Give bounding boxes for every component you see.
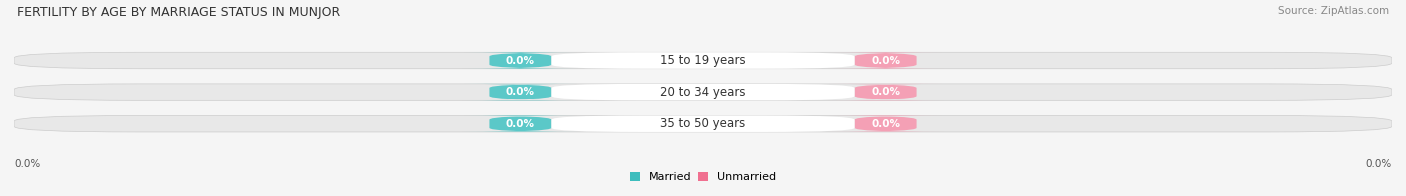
Text: 0.0%: 0.0% xyxy=(872,119,900,129)
Text: 0.0%: 0.0% xyxy=(506,55,534,65)
FancyBboxPatch shape xyxy=(551,115,855,132)
Text: 20 to 34 years: 20 to 34 years xyxy=(661,86,745,99)
Text: 0.0%: 0.0% xyxy=(872,87,900,97)
Legend: Married, Unmarried: Married, Unmarried xyxy=(626,167,780,187)
FancyBboxPatch shape xyxy=(14,52,1392,69)
Text: 15 to 19 years: 15 to 19 years xyxy=(661,54,745,67)
FancyBboxPatch shape xyxy=(461,115,579,132)
FancyBboxPatch shape xyxy=(461,52,579,69)
Text: 35 to 50 years: 35 to 50 years xyxy=(661,117,745,130)
Text: 0.0%: 0.0% xyxy=(506,87,534,97)
Text: 0.0%: 0.0% xyxy=(506,119,534,129)
Text: Source: ZipAtlas.com: Source: ZipAtlas.com xyxy=(1278,6,1389,16)
Text: FERTILITY BY AGE BY MARRIAGE STATUS IN MUNJOR: FERTILITY BY AGE BY MARRIAGE STATUS IN M… xyxy=(17,6,340,19)
FancyBboxPatch shape xyxy=(827,84,945,100)
Text: 0.0%: 0.0% xyxy=(14,159,41,169)
FancyBboxPatch shape xyxy=(827,52,945,69)
Text: 0.0%: 0.0% xyxy=(1365,159,1392,169)
FancyBboxPatch shape xyxy=(551,52,855,69)
FancyBboxPatch shape xyxy=(461,84,579,100)
Text: 0.0%: 0.0% xyxy=(872,55,900,65)
FancyBboxPatch shape xyxy=(827,115,945,132)
FancyBboxPatch shape xyxy=(14,84,1392,100)
FancyBboxPatch shape xyxy=(551,84,855,100)
FancyBboxPatch shape xyxy=(14,115,1392,132)
